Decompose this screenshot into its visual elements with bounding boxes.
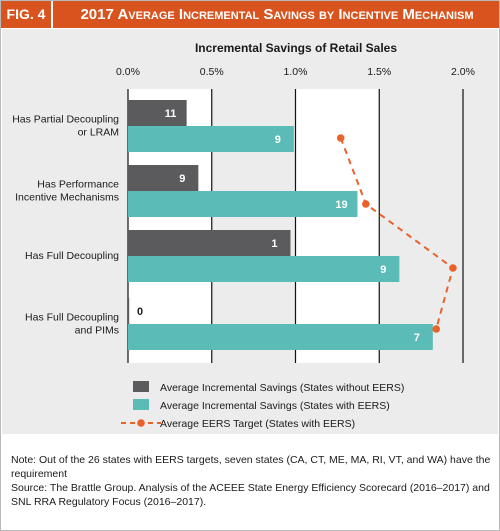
legend-label: Average Incremental Savings (States with…: [160, 400, 390, 412]
bar-without-eers: [128, 298, 130, 324]
x-tick-label: 0.0%: [116, 66, 140, 78]
x-tick-label: 0.5%: [200, 66, 224, 78]
bar-with-eers: [128, 126, 294, 152]
x-axis-title: Incremental Savings of Retail Sales: [195, 41, 397, 55]
bar-without-eers: [128, 165, 199, 191]
figure-header: FIG. 4 2017 Average Incremental Savings …: [1, 1, 499, 28]
bar-with-eers: [128, 256, 400, 282]
bar-with-eers: [128, 191, 358, 217]
source-text: Source: The Brattle Group. Analysis of t…: [11, 482, 490, 508]
bar-without-eers: [128, 100, 187, 126]
bar-value-label: 0: [137, 306, 143, 318]
note-text: Note: Out of the 26 states with EERS tar…: [11, 454, 491, 480]
eers-target-marker: [449, 264, 457, 272]
eers-target-line: [339, 137, 455, 330]
legend-target-marker: [137, 419, 145, 427]
category-label: Has Performance: [37, 179, 119, 191]
eers-target-marker: [432, 325, 441, 333]
category-label: Has Partial Decoupling: [12, 114, 119, 126]
figure-number: FIG. 4: [1, 1, 51, 28]
figure-title: 2017 Average Incremental Savings by Ince…: [80, 6, 474, 23]
category-label: and PIMs: [75, 325, 119, 337]
legend-label: Average Incremental Savings (States with…: [160, 382, 404, 394]
plot-band: [295, 89, 380, 363]
bar-without-eers: [128, 230, 291, 256]
figure-notes: Note: Out of the 26 states with EERS tar…: [11, 453, 491, 509]
category-label: Has Full Decoupling: [25, 312, 119, 324]
category-label: Incentive Mechanisms: [15, 192, 119, 204]
bar-value-label: 9: [275, 134, 281, 146]
legend-label: Average EERS Target (States with EERS): [160, 418, 355, 430]
x-tick-label: 1.5%: [367, 66, 391, 78]
header-divider: [51, 1, 53, 28]
eers-target-marker: [336, 134, 345, 142]
category-label: or LRAM: [78, 127, 119, 139]
x-tick-label: 2.0%: [451, 66, 475, 78]
x-tick-label: 1.0%: [284, 66, 308, 78]
bar-value-label: 9: [380, 264, 386, 276]
legend-swatch-with-eers: [133, 399, 149, 410]
bar-value-label: 1: [271, 238, 277, 250]
legend-swatch-without-eers: [133, 381, 149, 392]
bar-value-label: 19: [335, 199, 347, 211]
bar-value-label: 9: [179, 173, 185, 185]
bar-with-eers: [128, 324, 433, 350]
eers-target-marker: [362, 200, 370, 208]
bar-value-label: 11: [165, 108, 177, 120]
category-label: Has Full Decoupling: [25, 250, 119, 262]
bar-value-label: 7: [414, 332, 420, 344]
